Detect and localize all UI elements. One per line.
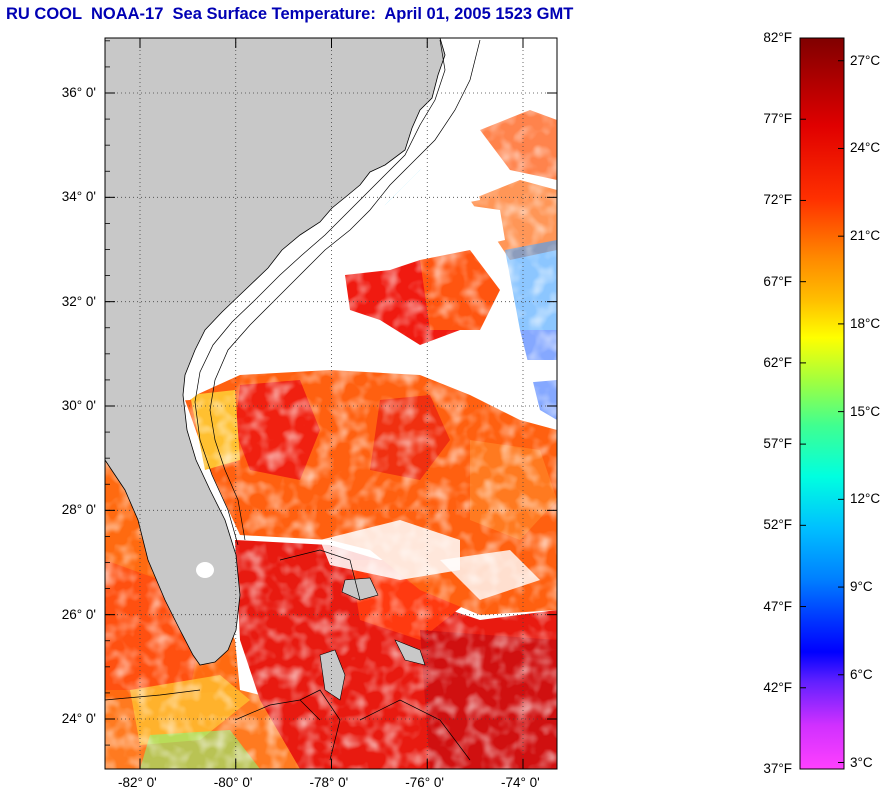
colorbar: [799, 37, 845, 770]
bahamas-islands: [319, 577, 426, 701]
colorbar-fahrenheit-label: 67°F: [763, 273, 792, 289]
lon-tick-label: -82° 0': [118, 775, 157, 790]
lat-tick-label: 32° 0': [61, 293, 96, 309]
graticule: [105, 38, 557, 769]
colorbar-fahrenheit-label: 82°F: [763, 30, 792, 45]
colorbar-fahrenheit-label: 57°F: [763, 436, 792, 452]
colorbar-celsius-label: 18°C: [850, 315, 881, 331]
map-title: RU COOL NOAA-17 Sea Surface Temperature:…: [6, 5, 574, 23]
lat-tick-label: 28° 0': [61, 502, 96, 518]
lon-tick-label: -74° 0': [501, 775, 540, 790]
colorbar-celsius-label: 15°C: [850, 403, 881, 419]
lon-tick-label: -76° 0': [405, 775, 444, 790]
colorbar-fahrenheit-label: 72°F: [763, 192, 792, 208]
isobaths: [105, 39, 481, 761]
map-area: [105, 38, 557, 769]
colorbar-fahrenheit-label: 52°F: [763, 517, 792, 533]
lat-tick-label: 26° 0': [61, 606, 96, 622]
colorbar-celsius-label: 27°C: [850, 52, 881, 68]
colorbar-fahrenheit-label: 62°F: [763, 354, 792, 370]
colorbar-celsius-label: 3°C: [850, 754, 873, 770]
lon-tick-label: -78° 0': [309, 775, 349, 790]
land-us-southeast: [105, 38, 446, 666]
lat-tick-label: 34° 0': [61, 189, 96, 205]
colorbar-celsius-label: 24°C: [850, 140, 881, 156]
lat-tick-label: 36° 0': [61, 85, 96, 100]
colorbar-celsius-label: 6°C: [850, 666, 873, 682]
lat-tick-label: 24° 0': [61, 711, 96, 726]
lake-okeechobee: [196, 562, 214, 578]
colorbar-fahrenheit-label: 42°F: [763, 679, 792, 695]
colorbar-celsius-label: 9°C: [850, 579, 873, 595]
colorbar-fahrenheit-label: 47°F: [763, 598, 792, 614]
colorbar-celsius-label: 12°C: [850, 491, 881, 507]
colorbar-ticks: [800, 37, 844, 770]
lon-tick-label: -80° 0': [213, 775, 253, 790]
lat-tick-label: 30° 0': [61, 398, 96, 413]
colorbar-celsius-label: 21°C: [850, 228, 881, 244]
colorbar-fahrenheit-label: 37°F: [763, 761, 792, 776]
colorbar-fahrenheit-label: 77°F: [763, 111, 792, 127]
